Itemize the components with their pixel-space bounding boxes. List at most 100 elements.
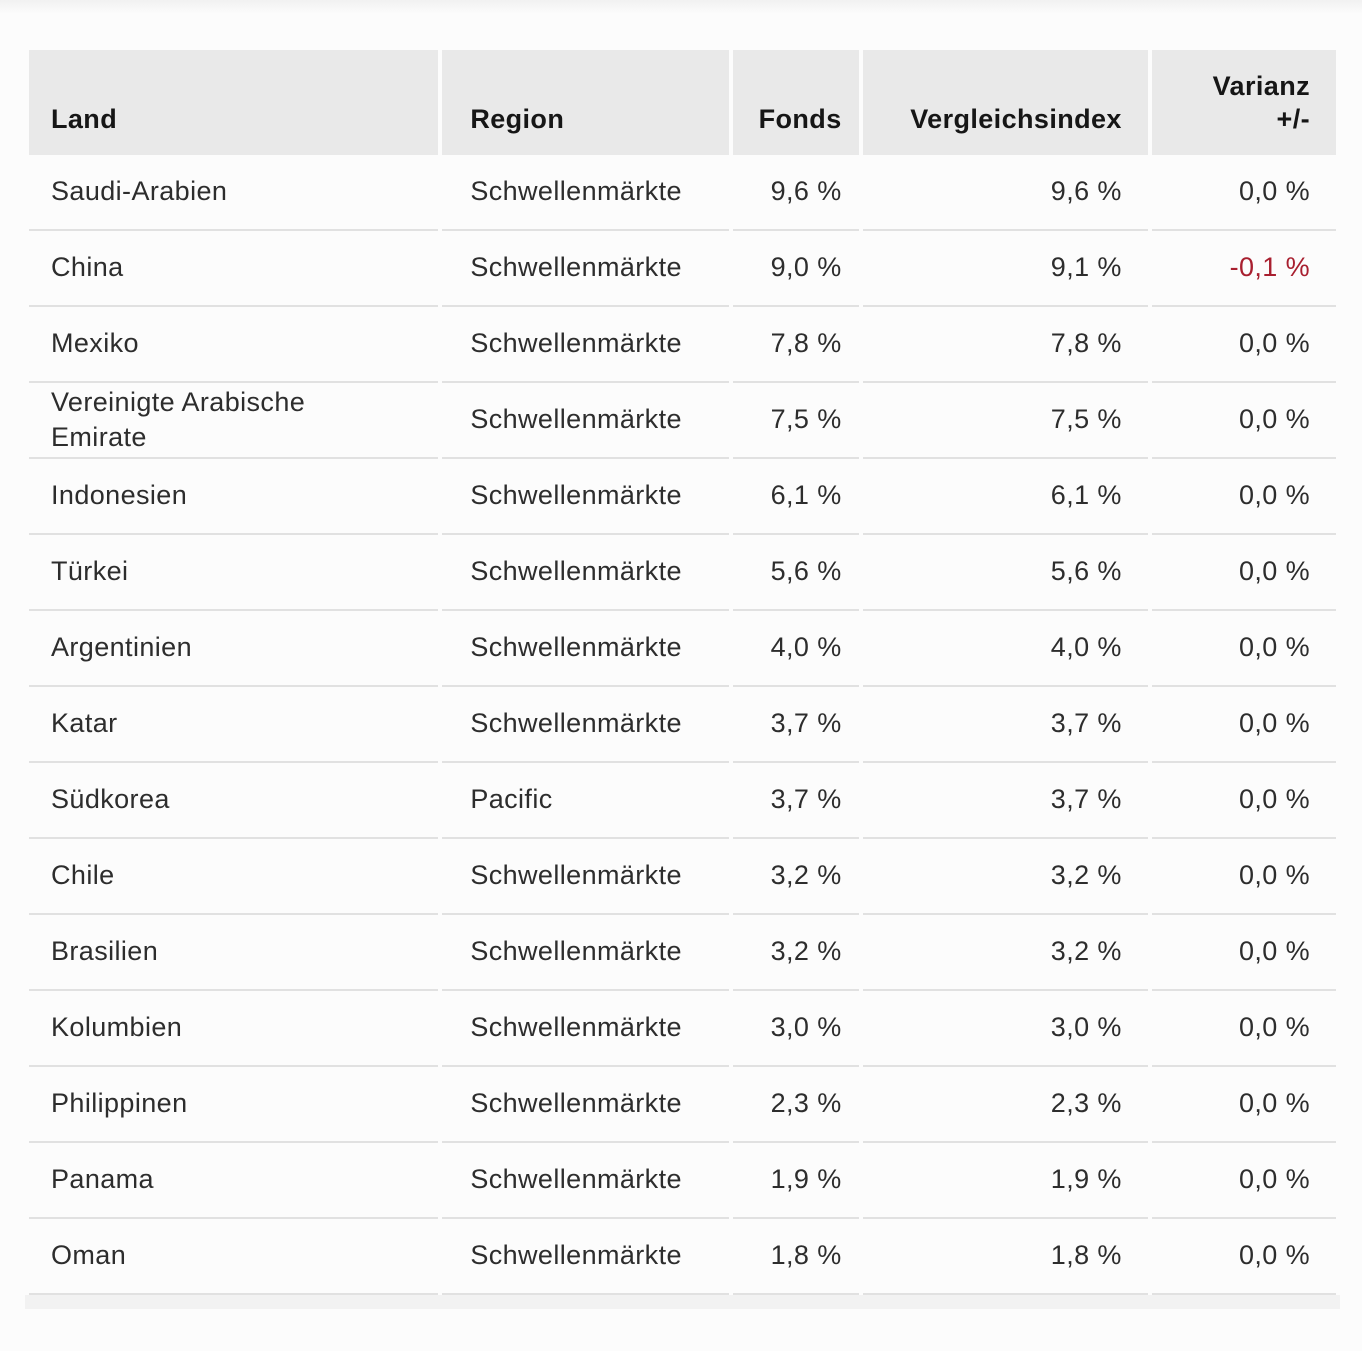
cell-vergleichsindex: 5,6 % [862, 535, 1148, 611]
table-row-mexiko: Mexiko Schwellenmärkte 7,8 % 7,8 % 0,0 % [29, 307, 1336, 383]
table-header: Land Region Fonds Vergleichsindex Varian… [29, 50, 1336, 155]
cell-varianz: 0,0 % [1151, 535, 1336, 611]
cell-region: Schwellenmärkte [442, 991, 729, 1067]
cell-fonds: 3,2 % [732, 839, 859, 915]
table-row-china: China Schwellenmärkte 9,0 % 9,1 % -0,1 % [29, 231, 1336, 307]
cell-vergleichsindex: 3,0 % [862, 991, 1148, 1067]
cell-varianz: 0,0 % [1151, 839, 1336, 915]
cell-region: Schwellenmärkte [442, 1219, 729, 1295]
table-body: Saudi-Arabien Schwellenmärkte 9,6 % 9,6 … [29, 155, 1336, 1295]
cell-land: Vereinigte Arabische Emirate [29, 383, 439, 459]
cell-fonds: 7,5 % [732, 383, 859, 459]
table-row-suedkorea: Südkorea Pacific 3,7 % 3,7 % 0,0 % [29, 763, 1336, 839]
cell-land: Türkei [29, 535, 439, 611]
land-value: Katar [51, 708, 118, 739]
cell-varianz: 0,0 % [1151, 763, 1336, 839]
cell-vergleichsindex: 3,2 % [862, 915, 1148, 991]
cell-fonds: 7,8 % [732, 307, 859, 383]
cell-varianz: 0,0 % [1151, 1067, 1336, 1143]
cell-varianz: 0,0 % [1151, 307, 1336, 383]
top-fade-strip [0, 0, 1362, 14]
cell-vergleichsindex: 9,1 % [862, 231, 1148, 307]
cell-region: Schwellenmärkte [442, 307, 729, 383]
column-header-vergleichsindex-label: Vergleichsindex [910, 104, 1122, 135]
column-header-vergleichsindex: Vergleichsindex [862, 50, 1148, 155]
cell-land: Chile [29, 839, 439, 915]
cell-varianz: 0,0 % [1151, 459, 1336, 535]
header-row: Land Region Fonds Vergleichsindex Varian… [29, 50, 1336, 155]
table-row-panama: Panama Schwellenmärkte 1,9 % 1,9 % 0,0 % [29, 1143, 1336, 1219]
cell-land: Argentinien [29, 611, 439, 687]
cell-fonds: 9,0 % [732, 231, 859, 307]
cell-region: Schwellenmärkte [442, 535, 729, 611]
cell-varianz: 0,0 % [1151, 383, 1336, 459]
cell-region: Schwellenmärkte [442, 383, 729, 459]
land-value: Brasilien [51, 936, 159, 967]
cell-region: Schwellenmärkte [442, 1067, 729, 1143]
cell-land: Panama [29, 1143, 439, 1219]
cell-region: Schwellenmärkte [442, 611, 729, 687]
cell-land: Katar [29, 687, 439, 763]
cell-region: Pacific [442, 763, 729, 839]
table-row-oman: Oman Schwellenmärkte 1,8 % 1,8 % 0,0 % [29, 1219, 1336, 1295]
cell-region: Schwellenmärkte [442, 155, 729, 231]
cell-vergleichsindex: 3,2 % [862, 839, 1148, 915]
cell-vergleichsindex: 4,0 % [862, 611, 1148, 687]
land-value: Philippinen [51, 1088, 188, 1119]
cell-vergleichsindex: 2,3 % [862, 1067, 1148, 1143]
column-header-region: Region [442, 50, 729, 155]
cell-varianz: 0,0 % [1151, 611, 1336, 687]
table-row-katar: Katar Schwellenmärkte 3,7 % 3,7 % 0,0 % [29, 687, 1336, 763]
country-allocation-table: Land Region Fonds Vergleichsindex Varian… [25, 50, 1340, 1295]
column-header-fonds-label: Fonds [758, 104, 842, 135]
column-header-fonds: Fonds [732, 50, 859, 155]
cell-varianz: 0,0 % [1151, 915, 1336, 991]
table-row-philippinen: Philippinen Schwellenmärkte 2,3 % 2,3 % … [29, 1067, 1336, 1143]
next-row-partial-strip [25, 1295, 1340, 1309]
cell-vergleichsindex: 7,5 % [862, 383, 1148, 459]
land-value: Indonesien [51, 480, 188, 511]
table-row-argentinien: Argentinien Schwellenmärkte 4,0 % 4,0 % … [29, 611, 1336, 687]
cell-fonds: 6,1 % [732, 459, 859, 535]
land-value: Vereinigte Arabische Emirate [51, 386, 306, 452]
land-value: Panama [51, 1164, 154, 1195]
cell-vergleichsindex: 6,1 % [862, 459, 1148, 535]
cell-fonds: 3,0 % [732, 991, 859, 1067]
cell-region: Schwellenmärkte [442, 459, 729, 535]
cell-fonds: 5,6 % [732, 535, 859, 611]
column-header-land: Land [29, 50, 439, 155]
land-value: Türkei [51, 556, 129, 587]
cell-fonds: 3,7 % [732, 687, 859, 763]
cell-varianz: 0,0 % [1151, 1143, 1336, 1219]
land-value: Argentinien [51, 632, 192, 663]
cell-land: Kolumbien [29, 991, 439, 1067]
cell-vergleichsindex: 1,9 % [862, 1143, 1148, 1219]
cell-varianz: 0,0 % [1151, 991, 1336, 1067]
cell-land: Brasilien [29, 915, 439, 991]
table-row-brasilien: Brasilien Schwellenmärkte 3,2 % 3,2 % 0,… [29, 915, 1336, 991]
land-value: Saudi-Arabien [51, 176, 228, 207]
country-allocation-table-wrap: Land Region Fonds Vergleichsindex Varian… [25, 50, 1340, 1309]
cell-land: Indonesien [29, 459, 439, 535]
column-header-land-label: Land [51, 104, 118, 135]
cell-varianz: -0,1 % [1151, 231, 1336, 307]
cell-fonds: 2,3 % [732, 1067, 859, 1143]
column-header-varianz-label: Varianz +/- [1212, 70, 1310, 135]
cell-region: Schwellenmärkte [442, 915, 729, 991]
table-row-saudi-arabien: Saudi-Arabien Schwellenmärkte 9,6 % 9,6 … [29, 155, 1336, 231]
cell-vergleichsindex: 3,7 % [862, 687, 1148, 763]
cell-land: Oman [29, 1219, 439, 1295]
cell-vergleichsindex: 3,7 % [862, 763, 1148, 839]
cell-fonds: 4,0 % [732, 611, 859, 687]
land-value: Kolumbien [51, 1012, 183, 1043]
cell-varianz: 0,0 % [1151, 155, 1336, 231]
table-row-tuerkei: Türkei Schwellenmärkte 5,6 % 5,6 % 0,0 % [29, 535, 1336, 611]
cell-fonds: 1,9 % [732, 1143, 859, 1219]
cell-land: Südkorea [29, 763, 439, 839]
cell-vergleichsindex: 7,8 % [862, 307, 1148, 383]
cell-region: Schwellenmärkte [442, 839, 729, 915]
cell-land: Saudi-Arabien [29, 155, 439, 231]
cell-vergleichsindex: 1,8 % [862, 1219, 1148, 1295]
cell-land: Mexiko [29, 307, 439, 383]
